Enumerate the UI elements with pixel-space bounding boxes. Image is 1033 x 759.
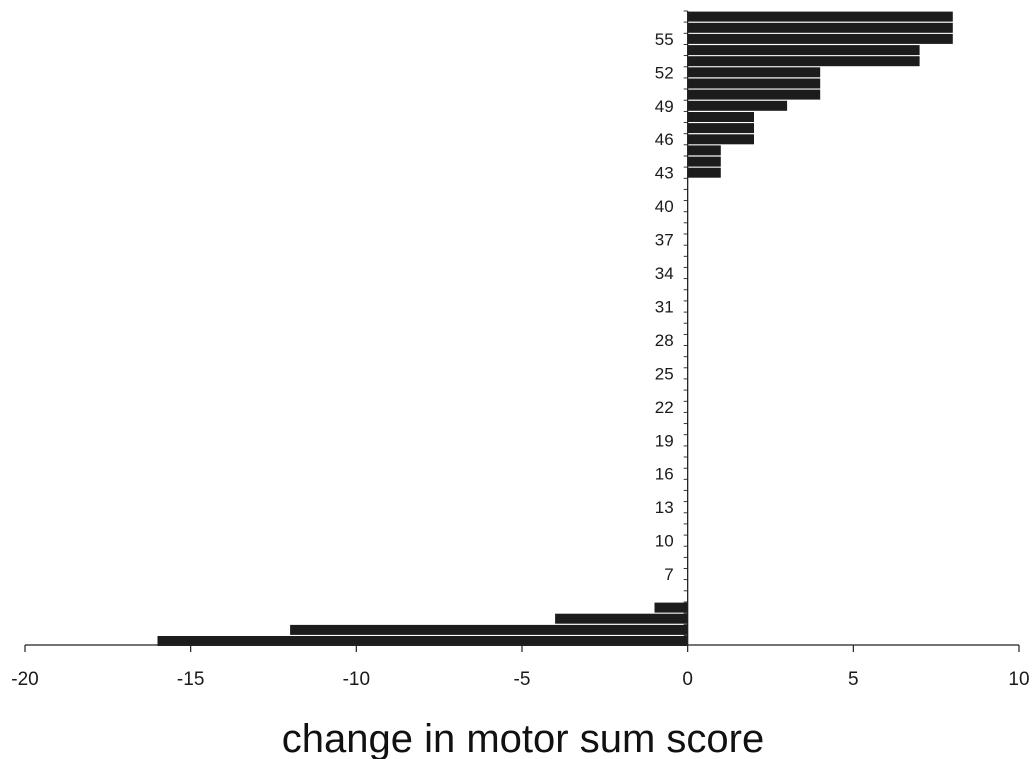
y-tick-label: 40 — [655, 197, 674, 216]
bar-patient-54 — [687, 45, 920, 56]
bar-patient-57 — [687, 11, 953, 22]
bar-patient-52 — [687, 67, 821, 78]
x-tick-label: -15 — [177, 669, 204, 690]
bar-patient-1 — [157, 636, 688, 646]
bar-patient-53 — [687, 56, 920, 67]
bar-patient-50 — [687, 89, 821, 100]
y-tick-label: 13 — [655, 498, 674, 517]
x-tick-label: 0 — [682, 669, 693, 690]
y-tick-label: 16 — [655, 465, 674, 484]
bar-patient-48 — [687, 112, 754, 122]
y-tick-label: 31 — [655, 298, 674, 317]
bar-patient-56 — [687, 22, 953, 33]
x-tick-label: 5 — [848, 669, 859, 690]
y-tick-label: 22 — [655, 398, 674, 417]
axes-layer: -20 -15 -10 -5 0 5 10 7 10 13 16 19 22 25 28 31 34 37 40 43… — [11, 10, 1030, 690]
x-tick-label: -10 — [343, 669, 370, 690]
bar-patient-47 — [687, 123, 754, 134]
y-tick-label: 34 — [655, 264, 674, 283]
x-tick-label: -5 — [514, 669, 531, 690]
x-tick-label: 10 — [1008, 669, 1029, 690]
y-tick-label: 28 — [655, 331, 674, 350]
bar-patient-46 — [687, 134, 754, 145]
y-tick-label: 19 — [655, 431, 674, 450]
bars-layer — [157, 11, 953, 646]
bar-patient-44 — [687, 156, 721, 167]
y-tick-label: 37 — [655, 231, 674, 250]
y-tick-label: 7 — [664, 565, 673, 584]
y-tick-label: 25 — [655, 364, 674, 383]
x-tick-label: -20 — [11, 669, 38, 690]
y-tick-label: 43 — [655, 164, 674, 183]
y-tick-label: 52 — [655, 63, 674, 82]
bar-patient-3 — [555, 613, 688, 624]
y-tick-label: 49 — [655, 97, 674, 116]
x-axis-title: change in motor sum score — [282, 717, 764, 759]
y-tick-label: 10 — [655, 532, 674, 551]
bar-patient-4 — [654, 602, 688, 613]
y-tick-label: 46 — [655, 130, 674, 149]
bar-patient-2 — [290, 624, 688, 635]
bar-patient-49 — [687, 100, 788, 111]
bar-patient-55 — [687, 33, 953, 44]
y-tick-label: 55 — [655, 30, 674, 49]
bar-patient-43 — [687, 167, 721, 178]
bar-patient-45 — [687, 145, 721, 156]
bar-patient-51 — [687, 78, 821, 89]
